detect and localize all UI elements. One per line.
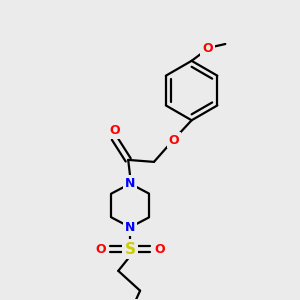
Text: N: N [125, 177, 135, 190]
Text: O: O [95, 243, 106, 256]
Text: O: O [202, 42, 213, 56]
Text: S: S [125, 242, 136, 256]
Text: O: O [109, 124, 120, 137]
Text: N: N [125, 177, 135, 190]
Text: O: O [154, 243, 165, 256]
Text: O: O [169, 134, 179, 147]
Text: N: N [125, 221, 135, 234]
